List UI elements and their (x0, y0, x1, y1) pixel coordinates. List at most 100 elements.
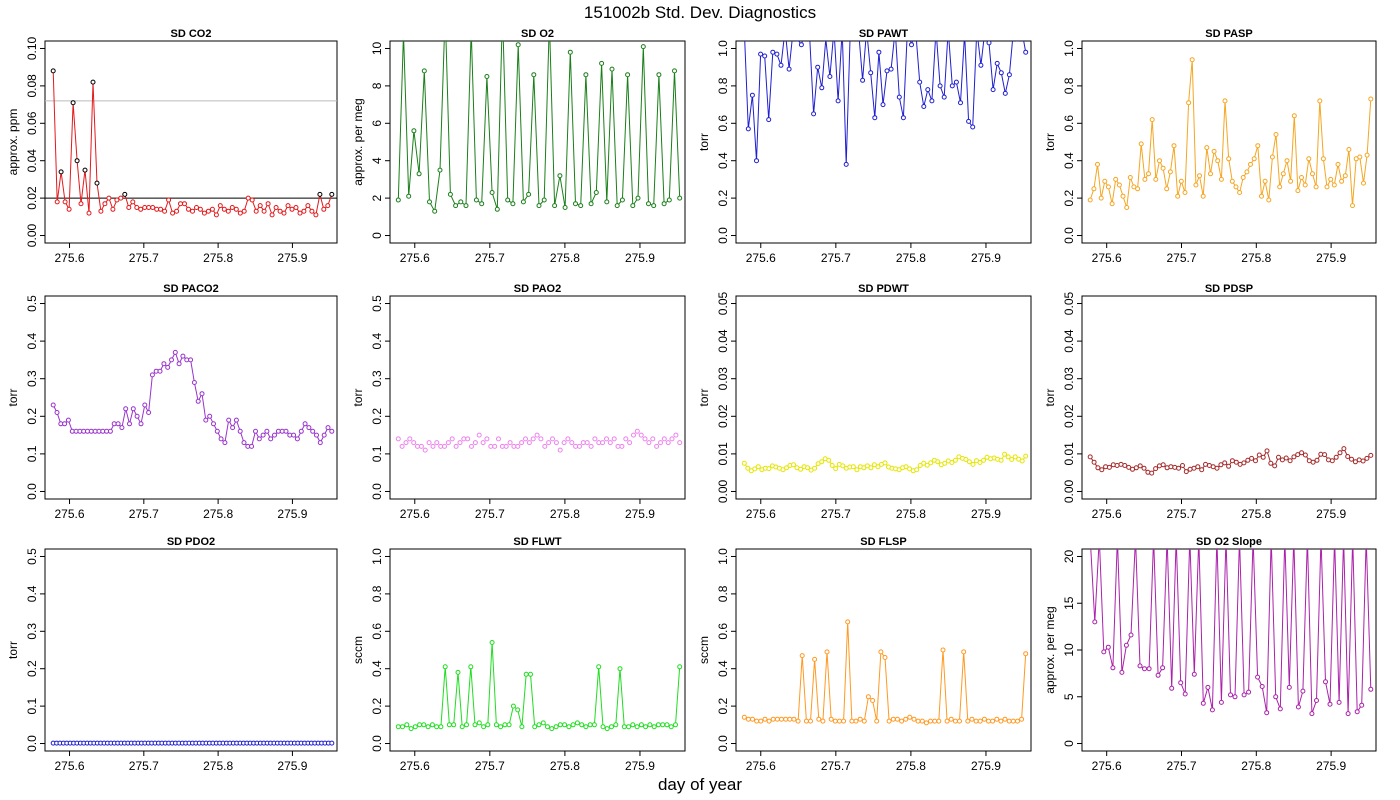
data-point (1269, 536, 1273, 540)
data-point (635, 195, 641, 201)
data-point (1095, 465, 1101, 471)
data-point (1266, 197, 1272, 203)
data-point (1262, 178, 1268, 184)
data-point (1233, 459, 1239, 465)
x-tick-label: 275.8 (203, 507, 233, 521)
data-point (1103, 464, 1109, 470)
panel-title: SD PAO2 (514, 283, 561, 295)
data-point (651, 203, 657, 209)
data-point (502, 722, 508, 728)
panel-title: SD FLSP (860, 536, 906, 548)
data-point (1322, 452, 1328, 458)
data-point (426, 440, 432, 446)
data-point (1295, 452, 1301, 458)
data-point (1182, 190, 1188, 195)
x-tick-label: 275.6 (400, 507, 430, 521)
y-tick-label: 0.3 (25, 623, 39, 640)
data-point (130, 199, 136, 205)
data-point (122, 191, 128, 197)
data-point (909, 42, 914, 48)
data-point (1259, 193, 1264, 199)
data-point (472, 440, 478, 446)
panel-title: SD PACO2 (163, 283, 218, 295)
data-point (850, 464, 856, 470)
data-point (1260, 454, 1266, 460)
data-point (468, 664, 474, 670)
data-point (1324, 184, 1330, 190)
data-point (166, 197, 172, 203)
x-tick-label: 275.6 (400, 251, 430, 265)
data-point (661, 436, 667, 442)
data-point (1226, 156, 1232, 162)
data-point (638, 432, 644, 438)
data-point (277, 208, 283, 214)
data-point (660, 722, 666, 728)
data-point (998, 457, 1004, 463)
data-point (815, 64, 821, 70)
data-point (1218, 699, 1224, 705)
data-point (872, 115, 878, 121)
y-tick-label: 0.05 (1062, 292, 1076, 316)
data-point (505, 197, 511, 203)
data-point (1155, 672, 1161, 678)
data-point (1327, 701, 1333, 707)
data-point (673, 432, 679, 438)
data-point (646, 440, 652, 446)
series-line (744, 41, 1027, 165)
data-point (400, 724, 405, 730)
data-point (222, 440, 228, 446)
data-point (484, 436, 490, 442)
data-point (914, 28, 918, 32)
y-tick-label: 0.2 (25, 408, 39, 425)
data-point (442, 664, 448, 670)
data-point (157, 368, 163, 374)
data-point (434, 724, 440, 730)
data-point (1272, 463, 1278, 469)
data-point (408, 726, 414, 732)
data-point (835, 98, 841, 104)
data-point (820, 718, 826, 724)
data-point (123, 406, 129, 412)
data-point (82, 167, 88, 173)
y-tick-label: 0.6 (370, 623, 384, 640)
data-point (611, 436, 617, 442)
y-tick-label: 0.4 (25, 585, 39, 602)
data-point (1255, 143, 1261, 149)
y-tick-label: 0.0 (716, 227, 730, 244)
data-point (949, 83, 955, 89)
y-tick-label: 0.04 (1062, 329, 1076, 353)
y-tick-label: 5 (1062, 693, 1076, 700)
data-point (672, 68, 677, 74)
data-point (952, 718, 958, 724)
data-point (1364, 455, 1370, 461)
data-point (1244, 169, 1250, 175)
data-point (975, 28, 979, 32)
data-point (245, 195, 251, 201)
data-point (1113, 176, 1119, 182)
panel-10: SD FLWT sccm 275.6 275.7 275.8 275.9 0.0 0.2 0.4… (351, 536, 686, 773)
data-point (673, 722, 678, 728)
data-point (824, 649, 830, 655)
x-tick-label: 275.6 (1092, 759, 1122, 773)
data-point (1175, 193, 1181, 199)
data-point (134, 413, 140, 419)
data-point (469, 28, 473, 32)
data-point (510, 201, 516, 207)
y-tick-label: 0.02 (1062, 404, 1076, 428)
y-axis-label: torr (1043, 133, 1057, 151)
data-point (253, 208, 259, 214)
data-point (952, 457, 958, 463)
y-tick-label: 0.8 (370, 585, 384, 602)
x-tick-label: 275.9 (1316, 251, 1346, 265)
data-point (1309, 711, 1315, 717)
data-point (1364, 536, 1368, 540)
panel-title: SD O2 (521, 28, 554, 40)
data-point (1010, 718, 1016, 724)
y-tick-label: 0.1 (25, 445, 39, 462)
data-point (1168, 464, 1174, 470)
data-point (523, 671, 529, 677)
data-point (269, 212, 275, 218)
x-tick-label: 275.8 (550, 507, 580, 521)
data-point (865, 694, 871, 700)
data-point (591, 722, 597, 728)
